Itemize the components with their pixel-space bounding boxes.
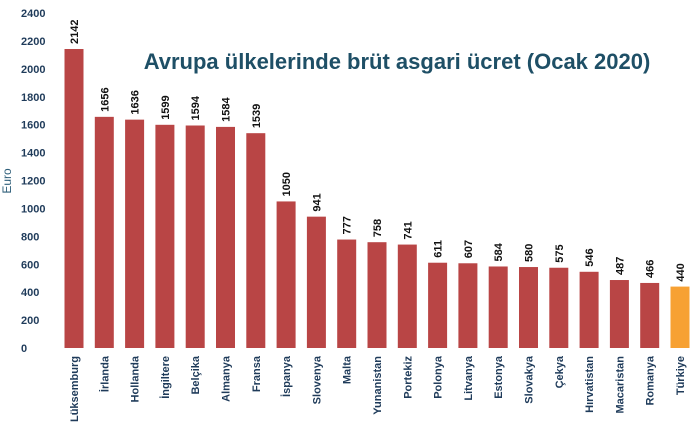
data-label: 611 bbox=[433, 240, 445, 258]
chart-title: Avrupa ülkelerinde brüt asgari ücret (Oc… bbox=[144, 49, 651, 74]
y-tick-label: 1400 bbox=[21, 148, 45, 160]
category-label: İrlanda bbox=[98, 355, 111, 392]
bar bbox=[306, 216, 326, 348]
y-tick-label: 400 bbox=[21, 287, 39, 299]
bar bbox=[640, 282, 660, 348]
data-label: 741 bbox=[402, 221, 414, 239]
bar bbox=[246, 133, 266, 348]
bar bbox=[458, 263, 478, 348]
category-label: Hollanda bbox=[130, 355, 142, 402]
category-label: Litvanya bbox=[463, 355, 475, 401]
bar bbox=[579, 271, 599, 348]
data-label: 1636 bbox=[130, 90, 142, 114]
bar bbox=[367, 242, 387, 348]
bar bbox=[397, 244, 417, 348]
data-label: 1584 bbox=[221, 97, 233, 122]
y-tick-label: 1200 bbox=[21, 176, 45, 188]
y-tick-label: 1800 bbox=[21, 92, 45, 104]
y-axis-ticks: 0 200 400 600 800 1000 1200 1400 1600 1800 2000 220… bbox=[21, 8, 45, 355]
bar bbox=[216, 126, 235, 349]
bar bbox=[125, 119, 145, 349]
data-label: 1594 bbox=[190, 95, 202, 120]
y-tick-label: 2200 bbox=[21, 36, 45, 48]
category-label: Polonya bbox=[433, 355, 445, 399]
category-label: Belçika bbox=[190, 355, 202, 394]
bars bbox=[64, 49, 690, 349]
y-tick-label: 800 bbox=[21, 231, 39, 243]
category-label: Romanya bbox=[645, 355, 657, 405]
bar bbox=[94, 116, 114, 348]
y-tick-label: 1000 bbox=[21, 203, 45, 215]
bar bbox=[488, 266, 508, 348]
bar bbox=[64, 49, 84, 348]
y-tick-label: 200 bbox=[21, 315, 39, 327]
data-label: 546 bbox=[584, 248, 596, 266]
bar bbox=[185, 125, 205, 348]
category-label: Fransa bbox=[251, 355, 263, 392]
data-label: 487 bbox=[614, 257, 626, 275]
category-label: Türkiye bbox=[675, 356, 687, 395]
data-label: 941 bbox=[311, 193, 323, 211]
bar bbox=[519, 267, 538, 348]
category-label: Estonya bbox=[493, 355, 505, 399]
data-label: 580 bbox=[524, 244, 536, 262]
y-tick-label: 2000 bbox=[21, 64, 45, 76]
category-label: Portekiz bbox=[402, 356, 414, 399]
category-label: Almanya bbox=[221, 355, 233, 402]
category-label: Lüksemburg bbox=[69, 356, 81, 422]
bar bbox=[609, 280, 629, 348]
category-label: Yunanistan bbox=[372, 356, 384, 415]
category-label: İngiltere bbox=[159, 356, 172, 399]
y-tick-label: 2400 bbox=[21, 8, 45, 20]
data-label: 466 bbox=[645, 260, 657, 278]
data-label: 584 bbox=[493, 242, 505, 261]
data-label: 758 bbox=[372, 219, 384, 237]
data-label: 1050 bbox=[281, 172, 293, 196]
y-axis-label: Euro bbox=[0, 168, 14, 194]
y-tick-label: 1600 bbox=[21, 120, 45, 132]
category-label: Macaristan bbox=[614, 356, 626, 414]
bar bbox=[276, 201, 296, 348]
data-label: 1599 bbox=[160, 95, 172, 119]
bar bbox=[337, 239, 357, 348]
data-labels: 2142 1656 1636 1599 1594 1584 1539 1050 941 777 75… bbox=[69, 20, 687, 282]
data-label: 575 bbox=[554, 244, 566, 262]
category-label: Hırvatistan bbox=[584, 356, 596, 413]
category-label: İspanya bbox=[280, 355, 293, 397]
bar bbox=[155, 124, 175, 349]
data-label: 1656 bbox=[99, 87, 111, 111]
category-label: Malta bbox=[342, 355, 354, 384]
bar bbox=[670, 286, 690, 348]
data-label: 440 bbox=[675, 263, 687, 281]
category-labels: Lüksemburg İrlanda Hollanda İngiltere Belçik… bbox=[69, 355, 687, 422]
bar bbox=[428, 262, 448, 348]
y-tick-label: 0 bbox=[21, 343, 27, 355]
bar bbox=[549, 267, 569, 348]
data-label: 777 bbox=[342, 216, 354, 234]
y-tick-label: 600 bbox=[21, 259, 39, 271]
data-label: 2142 bbox=[69, 20, 81, 44]
data-label: 1539 bbox=[251, 104, 263, 128]
category-label: Slovenya bbox=[311, 355, 323, 404]
category-label: Çekya bbox=[554, 355, 566, 388]
data-label: 607 bbox=[463, 240, 475, 258]
category-label: Slovakya bbox=[524, 355, 536, 404]
